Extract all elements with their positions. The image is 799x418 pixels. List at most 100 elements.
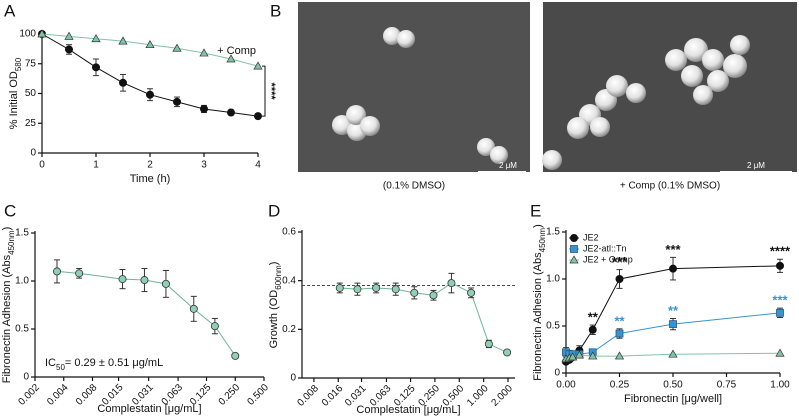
data-point	[65, 45, 74, 54]
y-label-text: Fibronectin Adhesion (Abs	[532, 252, 544, 381]
y-label-sub: 450nm	[7, 230, 16, 255]
data-point	[199, 48, 209, 57]
data-point	[568, 352, 578, 361]
y-axis-label: Growth (OD600nm)	[268, 262, 283, 349]
data-point	[118, 275, 127, 284]
data-point	[145, 90, 154, 99]
x-axis-label: Time (h)	[130, 173, 171, 185]
legend-marker	[570, 245, 578, 253]
data-point	[210, 322, 219, 331]
data-point	[588, 325, 597, 334]
x-tick-label: 0	[39, 160, 45, 171]
x-tick-label: 0.25	[610, 380, 630, 391]
x-tick-label: 3	[201, 160, 207, 171]
x-tick-label: 0.75	[717, 380, 737, 391]
y-label-text: )	[268, 262, 280, 266]
scale-bar-label: 2 μM	[499, 161, 517, 170]
panel-letter: E	[530, 201, 541, 220]
y-tick-label: 0	[23, 372, 29, 383]
annotation-text: = 0.29 ± 0.51 μg/mL	[65, 357, 163, 369]
significance-label: ****	[265, 83, 277, 101]
y-tick-label: 50	[25, 88, 37, 99]
data-point	[119, 78, 128, 87]
micrograph	[542, 2, 797, 173]
data-point	[503, 348, 512, 357]
y-tick-label: 1.5	[546, 227, 560, 238]
annotation-text: IC	[45, 357, 56, 369]
data-point	[226, 54, 236, 63]
series-line	[339, 282, 508, 353]
data-point	[92, 63, 101, 72]
data-point	[335, 283, 344, 292]
x-tick-label: 0.008	[74, 382, 100, 408]
data-point	[775, 348, 785, 357]
x-tick-label: 1	[93, 160, 99, 171]
x-tick-label: 0.250	[217, 382, 243, 408]
y-tick-label: 1.0	[15, 276, 29, 287]
y-label-sub: 580	[14, 57, 23, 71]
data-point	[588, 351, 598, 360]
y-label-sub: 450nm	[538, 228, 547, 253]
micrograph	[298, 2, 530, 173]
significance-label: ****	[770, 244, 791, 259]
data-point	[145, 40, 155, 49]
y-label-text: Fibronectin Adhesion (Abs	[1, 254, 13, 383]
significance-label: **	[668, 303, 679, 318]
data-point	[253, 61, 263, 70]
significance-label: ***	[612, 254, 628, 269]
significance-label: **	[588, 309, 599, 324]
ic50-annotation: IC50= 0.29 ± 0.51 μg/mL	[45, 357, 163, 372]
x-tick-label: 1.000	[465, 383, 491, 409]
data-point	[429, 291, 438, 300]
data-point	[253, 112, 262, 121]
y-tick-label: 0.2	[282, 324, 296, 335]
significance-label: **	[614, 313, 625, 328]
data-point	[140, 276, 149, 285]
x-tick-label: 1.00	[770, 380, 790, 391]
panel-letter: B	[270, 1, 281, 20]
panel-letter: A	[4, 1, 16, 20]
y-label-text: % Initial OD	[8, 71, 20, 129]
x-tick-label: 0.00	[556, 380, 576, 391]
annotation-sub: 50	[56, 363, 65, 372]
data-point	[669, 320, 677, 329]
y-axis-label: % Initial OD580	[8, 57, 23, 129]
data-point	[615, 274, 624, 283]
y-tick-label: 0.6	[282, 227, 296, 238]
x-axis-label: Fibronectin [μg/well]	[624, 393, 722, 405]
x-tick-label: 0.008	[295, 383, 321, 409]
data-point	[199, 104, 208, 113]
y-tick-label: 1.5	[15, 228, 29, 239]
data-point	[64, 31, 74, 40]
y-tick-label: 0.5	[546, 321, 560, 332]
y-tick-label: 0.5	[15, 324, 29, 335]
significance-label: ***	[772, 293, 788, 308]
significance-label: ***	[665, 242, 681, 257]
data-point	[467, 288, 476, 297]
image-caption: (0.1% DMSO)	[383, 181, 445, 192]
x-tick-label: 0.500	[246, 382, 272, 408]
y-tick-label: 0.4	[282, 275, 296, 286]
data-point	[615, 329, 624, 338]
x-tick-label: 0.016	[320, 383, 346, 409]
y-tick-label: 75	[25, 58, 37, 69]
data-point	[484, 339, 493, 348]
series-line	[56, 270, 236, 357]
legend-label: JE2-atl::Tn	[583, 243, 627, 253]
y-label-text: )	[532, 224, 544, 228]
data-point	[189, 304, 198, 313]
data-point	[668, 349, 678, 358]
panel-letter: D	[268, 201, 280, 220]
data-point	[172, 43, 182, 52]
x-tick-label: 2	[147, 160, 153, 171]
legend-marker	[570, 233, 579, 242]
legend-label: JE2 + Comp	[583, 254, 633, 264]
panel-letter: C	[4, 201, 16, 220]
data-point	[231, 351, 240, 360]
y-tick-label: 0	[30, 148, 36, 159]
data-point	[353, 285, 362, 294]
y-label-text: )	[1, 227, 13, 231]
x-axis-label: Complestatin [μg/mL]	[356, 404, 460, 416]
data-point	[574, 350, 584, 359]
